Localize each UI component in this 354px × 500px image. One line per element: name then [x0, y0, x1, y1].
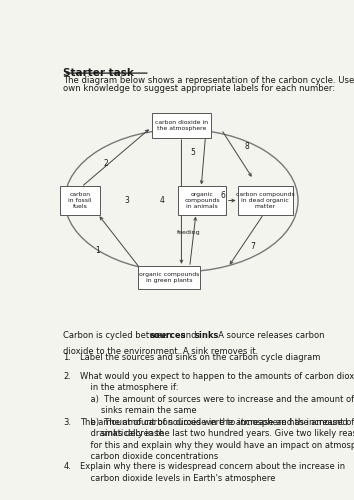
FancyBboxPatch shape [238, 186, 293, 215]
Text: 4: 4 [160, 196, 165, 205]
Text: 8: 8 [245, 142, 250, 151]
Text: Starter task: Starter task [63, 68, 134, 78]
Text: feeding: feeding [177, 230, 201, 234]
Text: own knowledge to suggest appropriate labels for each number:: own knowledge to suggest appropriate lab… [63, 84, 336, 93]
Text: Carbon is cycled between: Carbon is cycled between [63, 332, 175, 340]
Text: 6: 6 [220, 192, 225, 200]
Text: carbon
in fossil
fuels: carbon in fossil fuels [68, 192, 92, 209]
Text: sources: sources [150, 332, 186, 340]
Text: 7: 7 [250, 242, 255, 251]
Text: organic
compounds
in animals: organic compounds in animals [184, 192, 220, 209]
Text: The amount of carbon dioxide in the atmosphere has increased
    dramatically in: The amount of carbon dioxide in the atmo… [80, 418, 354, 462]
Text: 5: 5 [190, 148, 195, 157]
Text: and: and [178, 332, 199, 340]
Text: sinks: sinks [195, 332, 219, 340]
Text: 4.: 4. [63, 462, 71, 471]
Text: 3.: 3. [63, 418, 72, 427]
Text: carbon compounds
in dead organic
matter: carbon compounds in dead organic matter [236, 192, 295, 209]
Text: 1.: 1. [63, 354, 71, 362]
Text: dioxide to the environment. A sink removes it.: dioxide to the environment. A sink remov… [63, 347, 259, 356]
FancyBboxPatch shape [138, 266, 200, 289]
Text: What would you expect to happen to the amounts of carbon dioxide
    in the atmo: What would you expect to happen to the a… [80, 372, 354, 438]
Text: Label the sources and sinks on the carbon cycle diagram: Label the sources and sinks on the carbo… [80, 354, 320, 362]
Text: organic compounds
in green plants: organic compounds in green plants [139, 272, 199, 283]
Text: 1: 1 [95, 246, 100, 255]
Text: 2.: 2. [63, 372, 71, 381]
FancyBboxPatch shape [178, 186, 226, 215]
Text: Explain why there is widespread concern about the increase in
    carbon dioxide: Explain why there is widespread concern … [80, 462, 345, 483]
Text: 3: 3 [124, 196, 129, 205]
Text: 2: 2 [104, 160, 108, 168]
Text: . A source releases carbon: . A source releases carbon [213, 332, 325, 340]
Text: carbon dioxide in
the atmosphere: carbon dioxide in the atmosphere [155, 120, 208, 131]
FancyBboxPatch shape [152, 113, 211, 138]
Text: The diagram below shows a representation of the carbon cycle. Use your: The diagram below shows a representation… [63, 76, 354, 85]
FancyBboxPatch shape [60, 186, 100, 215]
